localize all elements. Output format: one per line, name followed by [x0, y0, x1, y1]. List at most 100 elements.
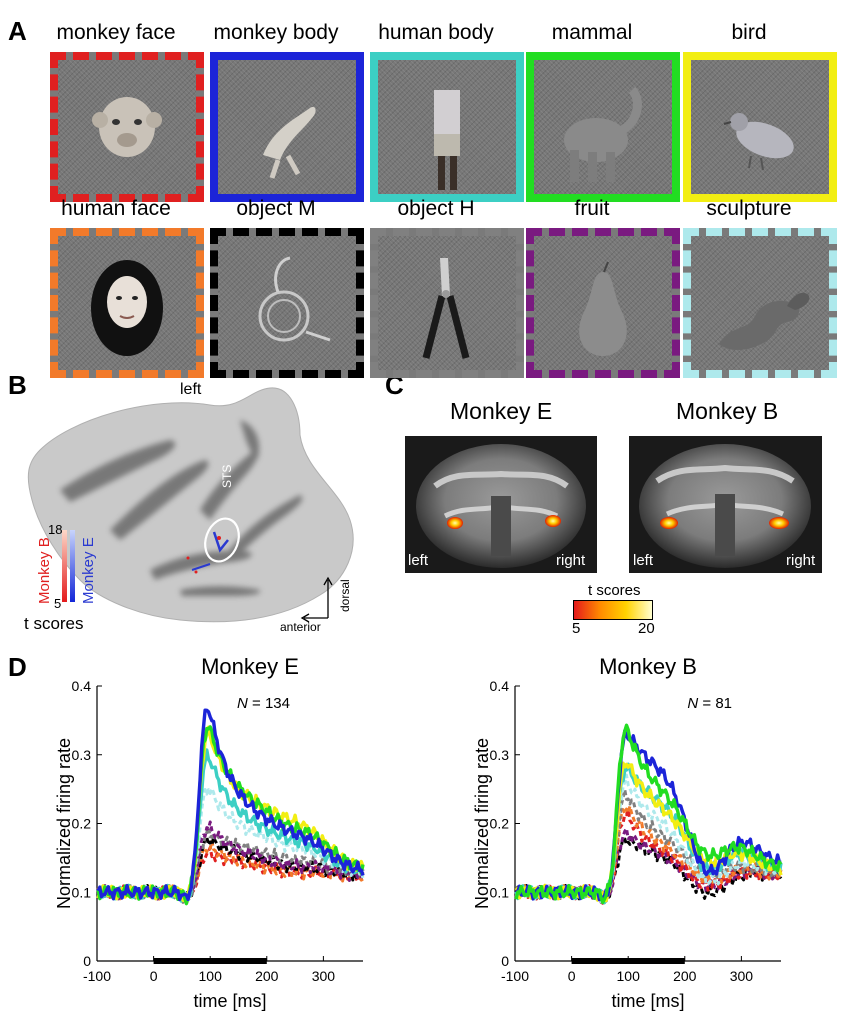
cortical-flatmap [27, 387, 354, 623]
stimulus-label: object M [236, 197, 316, 220]
chart-title: Monkey E [201, 654, 299, 679]
monkey-body-icon [263, 106, 316, 179]
stimulus-monkey-face: monkey face [48, 20, 204, 202]
stimulus-sculpture: sculpture [681, 196, 837, 378]
mri-slice-monkey-b [629, 436, 822, 573]
sculpture-icon [719, 292, 810, 350]
stimulus-frame [370, 228, 524, 378]
stimulus-label: monkey face [56, 21, 176, 44]
x-tick-label: 0 [568, 968, 576, 984]
x-tick-label: 300 [312, 968, 336, 984]
monkey-face-icon [92, 97, 162, 157]
y-tick-label: 0 [501, 953, 509, 969]
stimulus-frame [683, 52, 837, 202]
colorbar-title: t scores [24, 614, 84, 633]
panel-label-d: D [8, 652, 27, 682]
mri-monkey-e-title: Monkey E [450, 398, 553, 424]
mri-colorbar [573, 600, 653, 620]
x-tick-label: 200 [255, 968, 279, 984]
axis-dorsal-label: dorsal [338, 579, 352, 612]
stimulus-label: sculpture [706, 197, 792, 220]
y-tick-label: 0.1 [490, 884, 510, 900]
y-tick-label: 0.3 [490, 747, 510, 763]
stimulus-label: human body [378, 21, 494, 44]
panel-label-a: A [8, 16, 27, 46]
stimulus-bird: bird [681, 20, 837, 202]
pear-icon [579, 261, 627, 356]
y-tick-label: 0.2 [72, 816, 92, 832]
axis-anterior-label: anterior [280, 620, 321, 634]
mri-b-left-label: left [633, 552, 654, 569]
cortical-flatmap-panel [0, 380, 380, 650]
x-tick-label: 0 [150, 968, 158, 984]
pigeon-icon [723, 113, 794, 171]
colorbar-monkey-e-label: Monkey E [80, 537, 97, 604]
n-value: = 134 [248, 695, 290, 712]
y-tick-label: 0.2 [490, 816, 510, 832]
french-horn-icon [258, 256, 331, 342]
y-axis-label: Normalized firing rate [472, 738, 492, 909]
n-count-label: N = 81 [687, 695, 732, 712]
series-line-monkey-body [96, 708, 365, 902]
stimulus-frame [210, 228, 364, 378]
stimulus-object-M: object M [208, 196, 364, 378]
x-tick-label: -100 [83, 968, 111, 984]
stimulus-human-body: human body [368, 20, 524, 202]
mri-colorbar-title: t scores [588, 582, 641, 599]
sts-label: STS [220, 464, 234, 488]
x-tick-label: 100 [617, 968, 641, 984]
series-line-human-body [514, 762, 783, 905]
n-symbol: N [237, 695, 248, 712]
pliers-icon [422, 258, 470, 359]
y-tick-label: 0.4 [72, 678, 92, 694]
stimulus-duration-bar [153, 958, 267, 964]
stimulus-frame [370, 52, 524, 202]
x-tick-label: 200 [673, 968, 697, 984]
stimulus-mammal: mammal [524, 20, 680, 202]
human-face-icon [91, 260, 163, 356]
stimulus-label: object H [397, 197, 475, 220]
stimulus-frame [50, 228, 204, 378]
y-tick-label: 0.4 [490, 678, 510, 694]
stimulus-label: monkey body [213, 21, 339, 44]
stimulus-monkey-body: monkey body [208, 20, 364, 202]
mri-e-right-label: right [556, 552, 586, 569]
y-tick-label: 0 [83, 953, 91, 969]
mri-monkey-b-title: Monkey B [676, 398, 779, 424]
hemisphere-label: left [180, 381, 202, 398]
n-value: = 81 [698, 695, 732, 712]
mri-e-left-label: left [408, 552, 429, 569]
x-axis-label: time [ms] [193, 991, 266, 1011]
mri-slice-monkey-e [405, 436, 597, 573]
x-axis-label: time [ms] [611, 991, 684, 1011]
y-axis-label: Normalized firing rate [54, 738, 74, 909]
x-tick-label: 100 [199, 968, 223, 984]
stimulus-label: bird [731, 21, 767, 44]
stimulus-frame [50, 52, 204, 202]
stimulus-label: fruit [574, 197, 610, 220]
mri-b-right-label: right [786, 552, 816, 569]
panel-label-b: B [8, 370, 27, 400]
chart-title: Monkey B [599, 654, 697, 679]
stimulus-object-H: object H [368, 196, 524, 378]
x-tick-label: 300 [730, 968, 754, 984]
stimulus-label: human face [61, 197, 171, 220]
stimulus-human-face: human face [48, 196, 204, 378]
n-symbol: N [687, 695, 698, 712]
colorbar-max-value: 18 [48, 522, 63, 537]
colorbar-monkey-b-label: Monkey B [36, 537, 53, 604]
series-line-fruit [515, 827, 783, 904]
x-tick-label: -100 [501, 968, 529, 984]
series-line-mammal [514, 723, 783, 905]
stimulus-duration-bar [571, 958, 685, 964]
mri-colorbar-max: 20 [638, 620, 655, 637]
stimulus-frame [683, 228, 837, 378]
y-tick-label: 0.1 [72, 884, 92, 900]
n-count-label: N = 134 [237, 695, 290, 712]
stimulus-frame [210, 52, 364, 202]
y-tick-label: 0.3 [72, 747, 92, 763]
stimulus-fruit: fruit [524, 196, 680, 378]
